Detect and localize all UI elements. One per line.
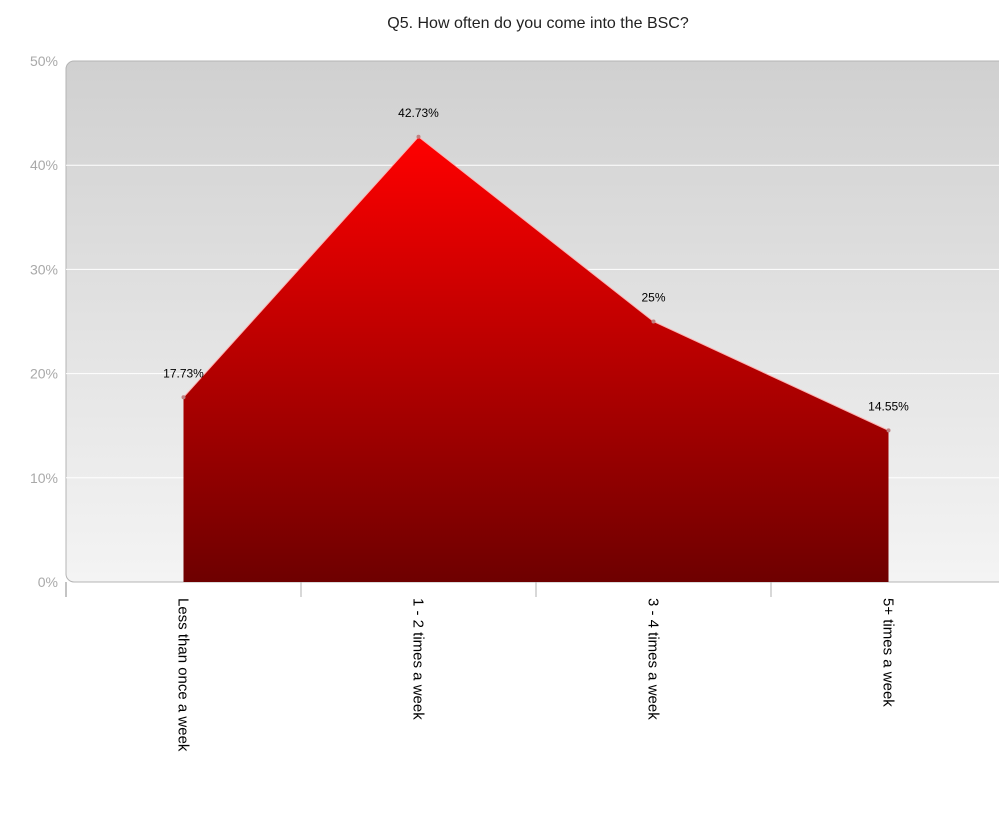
- data-label: 14.55%: [868, 399, 909, 413]
- data-label: 17.73%: [163, 366, 204, 380]
- y-tick-label: 10%: [30, 470, 58, 486]
- area-edge: [183, 136, 889, 431]
- y-axis-ticks: 0% 10% 20% 30% 40% 50%: [30, 53, 58, 590]
- data-labels: 17.73% 42.73% 25% 14.55%: [163, 106, 909, 414]
- y-tick-label: 40%: [30, 157, 58, 173]
- y-tick-label: 0%: [38, 574, 58, 590]
- x-axis: Less than once a week 1 - 2 times a week 3…: [65, 582, 897, 752]
- area-series: [181, 134, 891, 582]
- chart-title: Q5. How often do you come into the BSC?: [387, 15, 689, 32]
- y-tick-label: 20%: [30, 366, 58, 382]
- data-label: 42.73%: [398, 106, 439, 120]
- x-tick-label: 1 - 2 times a week: [410, 598, 427, 720]
- data-label: 25%: [641, 291, 665, 305]
- data-point: [651, 319, 656, 324]
- area-fill: [183, 136, 889, 582]
- x-tick-label: Less than once a week: [175, 598, 192, 752]
- y-tick-label: 50%: [30, 53, 58, 69]
- data-point: [416, 134, 421, 139]
- x-tick-label: 3 - 4 times a week: [645, 598, 662, 720]
- data-point: [181, 395, 186, 400]
- x-tick-label: 5+ times a week: [880, 598, 897, 707]
- data-point: [886, 428, 891, 433]
- y-tick-label: 30%: [30, 261, 58, 277]
